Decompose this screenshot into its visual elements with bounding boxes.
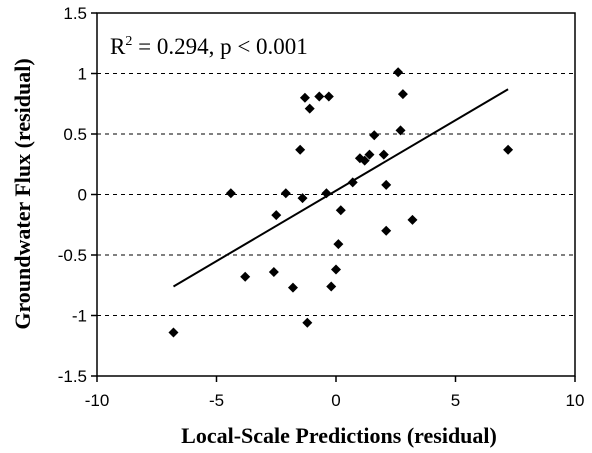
data-point-1 (225, 188, 236, 199)
data-point-10 (304, 103, 315, 114)
tick-marks (91, 12, 576, 382)
data-point-7 (295, 144, 306, 155)
gridlines (97, 73, 575, 316)
r2-label: R (110, 34, 126, 59)
data-point-30 (407, 214, 418, 225)
x-tick-label-0: -10 (85, 391, 110, 410)
data-points (168, 67, 514, 338)
data-point-5 (280, 188, 291, 199)
data-point-0 (168, 327, 179, 338)
x-axis-title: Local-Scale Predictions (residual) (181, 423, 497, 448)
x-tick-label-2: 0 (331, 391, 340, 410)
data-point-29 (397, 89, 408, 100)
r2-value-and-p: = 0.294, p < 0.001 (132, 34, 307, 59)
y-tick-label-6: -1.5 (58, 367, 87, 386)
plot-area-frame (96, 12, 576, 377)
y-tick-label-3: 0 (78, 186, 87, 205)
x-tick-labels: -10 -5 0 5 10 (85, 391, 585, 410)
data-point-21 (359, 155, 370, 166)
data-point-31 (503, 144, 514, 155)
data-point-19 (347, 177, 358, 188)
y-tick-label-1: 1 (78, 65, 87, 84)
y-axis-title: Groundwater Flux (residual) (10, 58, 35, 329)
data-point-9 (299, 92, 310, 103)
data-point-3 (268, 266, 279, 277)
r2-superscript: 2 (125, 34, 132, 49)
data-point-11 (302, 317, 313, 328)
data-point-13 (323, 91, 334, 102)
y-tick-labels: 1.5 1 0.5 0 -0.5 -1 -1.5 (58, 4, 87, 386)
data-point-27 (393, 67, 404, 78)
data-point-18 (335, 205, 346, 216)
data-point-26 (381, 225, 392, 236)
data-point-8 (297, 193, 308, 204)
y-tick-label-0: 1.5 (63, 4, 87, 23)
data-point-16 (331, 264, 341, 275)
y-tick-label-4: -0.5 (58, 246, 87, 265)
trend-line (172, 88, 509, 288)
data-point-4 (271, 210, 282, 221)
r-squared-annotation: R2 = 0.294, p < 0.001 (110, 34, 308, 59)
data-point-24 (378, 149, 389, 160)
data-point-17 (333, 239, 344, 250)
data-point-28 (395, 125, 406, 136)
y-tick-label-2: 0.5 (63, 125, 87, 144)
data-point-15 (326, 281, 337, 292)
data-point-12 (314, 91, 325, 102)
x-tick-label-4: 10 (566, 391, 585, 410)
data-point-22 (364, 149, 375, 160)
data-point-25 (381, 179, 392, 190)
data-point-6 (287, 282, 298, 293)
data-point-14 (321, 188, 332, 199)
x-tick-label-1: -5 (209, 391, 224, 410)
y-tick-label-5: -1 (72, 307, 87, 326)
x-tick-label-3: 5 (451, 391, 460, 410)
data-point-23 (369, 130, 380, 141)
data-point-2 (240, 271, 251, 282)
